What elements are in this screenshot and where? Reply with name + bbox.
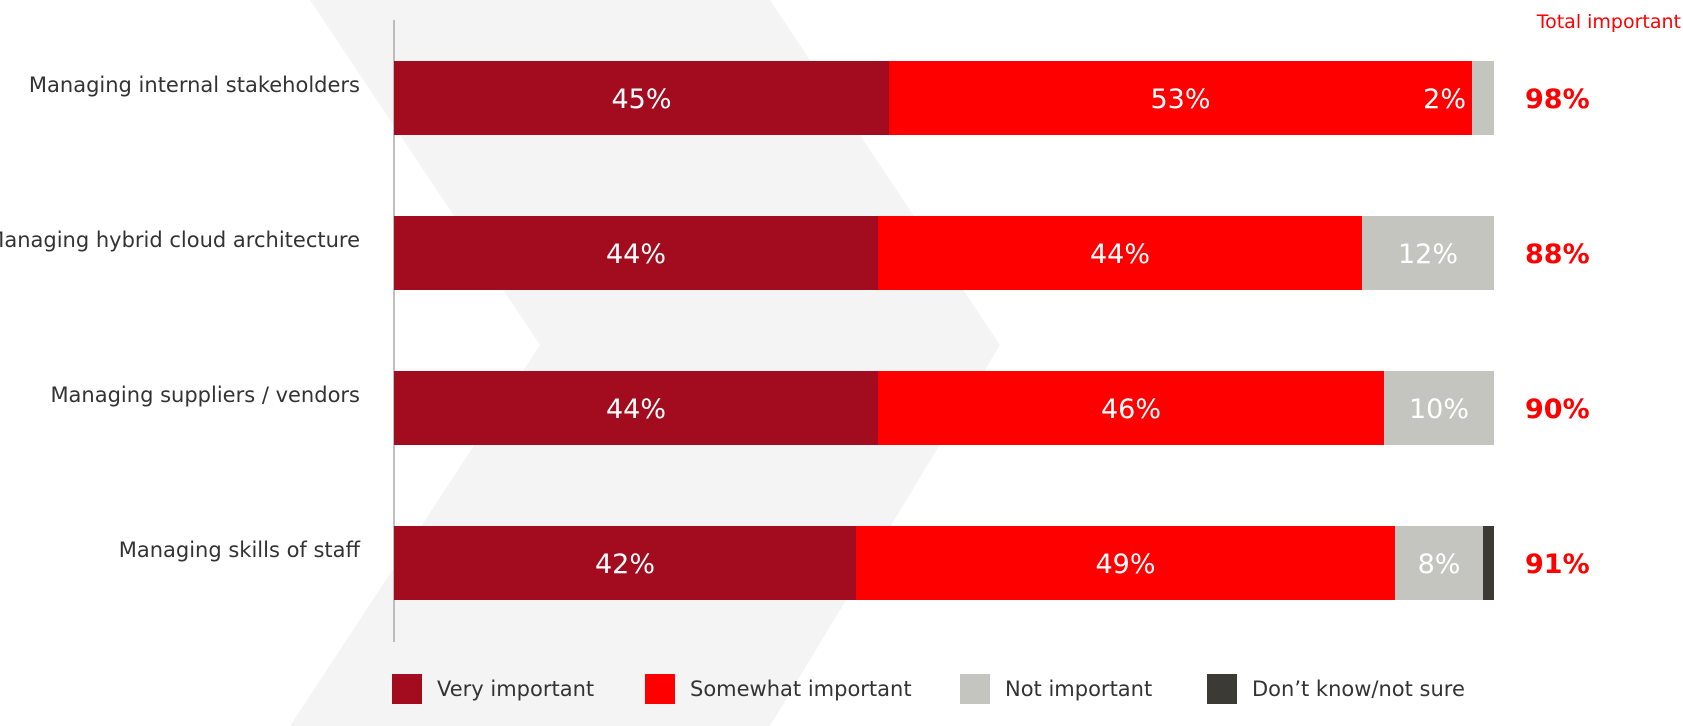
bar-segment-very-important	[394, 526, 856, 600]
data-label-very-important: 42%	[595, 549, 655, 580]
bars-group: Managing internal stakeholders 45% 53% 2% 98…	[0, 61, 1590, 600]
legend-label-very-important: Very important	[437, 677, 594, 701]
bar-segment-somewhat-important	[878, 216, 1362, 290]
data-label-not-important: 8%	[1418, 549, 1461, 580]
legend-swatch-don-t-know-not-sure	[1207, 674, 1237, 704]
bar-segment-somewhat-important	[889, 61, 1472, 135]
legend: Very important Somewhat important Not impo…	[392, 674, 1465, 704]
data-label-very-important: 44%	[606, 239, 666, 270]
data-label-somewhat-important: 49%	[1095, 549, 1155, 580]
bar-segment-not-important	[1362, 216, 1494, 290]
total-important-value: 98%	[1525, 84, 1590, 115]
data-label-not-important: 10%	[1409, 394, 1469, 425]
bar-segment-not-important	[1395, 526, 1483, 600]
total-important-header: Total important	[1536, 11, 1681, 33]
category-label: Managing suppliers / vendors	[50, 383, 360, 407]
bar-segment-very-important	[394, 61, 889, 135]
legend-swatch-somewhat-important	[645, 674, 675, 704]
data-label-somewhat-important: 44%	[1090, 239, 1150, 270]
total-important-value: 91%	[1525, 549, 1590, 580]
bar-segment-very-important	[394, 216, 878, 290]
bar-segment-don-t-know-not-sure	[1483, 526, 1494, 600]
data-label-somewhat-important: 53%	[1150, 84, 1210, 115]
legend-label-not-important: Not important	[1005, 677, 1152, 701]
legend-swatch-not-important	[960, 674, 990, 704]
data-label-very-important: 45%	[611, 84, 671, 115]
bar-segment-not-important	[1384, 371, 1494, 445]
legend-swatch-very-important	[392, 674, 422, 704]
bar-segment-somewhat-important	[878, 371, 1384, 445]
total-important-value: 90%	[1525, 394, 1590, 425]
data-label-not-important: 12%	[1398, 239, 1458, 270]
category-label: Managing internal stakeholders	[29, 73, 360, 97]
legend-label-don-t-know-not-sure: Don’t know/not sure	[1252, 677, 1465, 701]
category-label: Managing hybrid cloud architecture	[0, 228, 360, 252]
legend-label-somewhat-important: Somewhat important	[690, 677, 912, 701]
data-label-very-important: 44%	[606, 394, 666, 425]
category-label: Managing skills of staff	[119, 538, 361, 562]
bar-segment-not-important	[1472, 61, 1494, 135]
total-important-value: 88%	[1525, 239, 1590, 270]
bar-segment-very-important	[394, 371, 878, 445]
bar-segment-somewhat-important	[856, 526, 1395, 600]
data-label-not-important: 2%	[1423, 84, 1466, 115]
data-label-somewhat-important: 46%	[1101, 394, 1161, 425]
